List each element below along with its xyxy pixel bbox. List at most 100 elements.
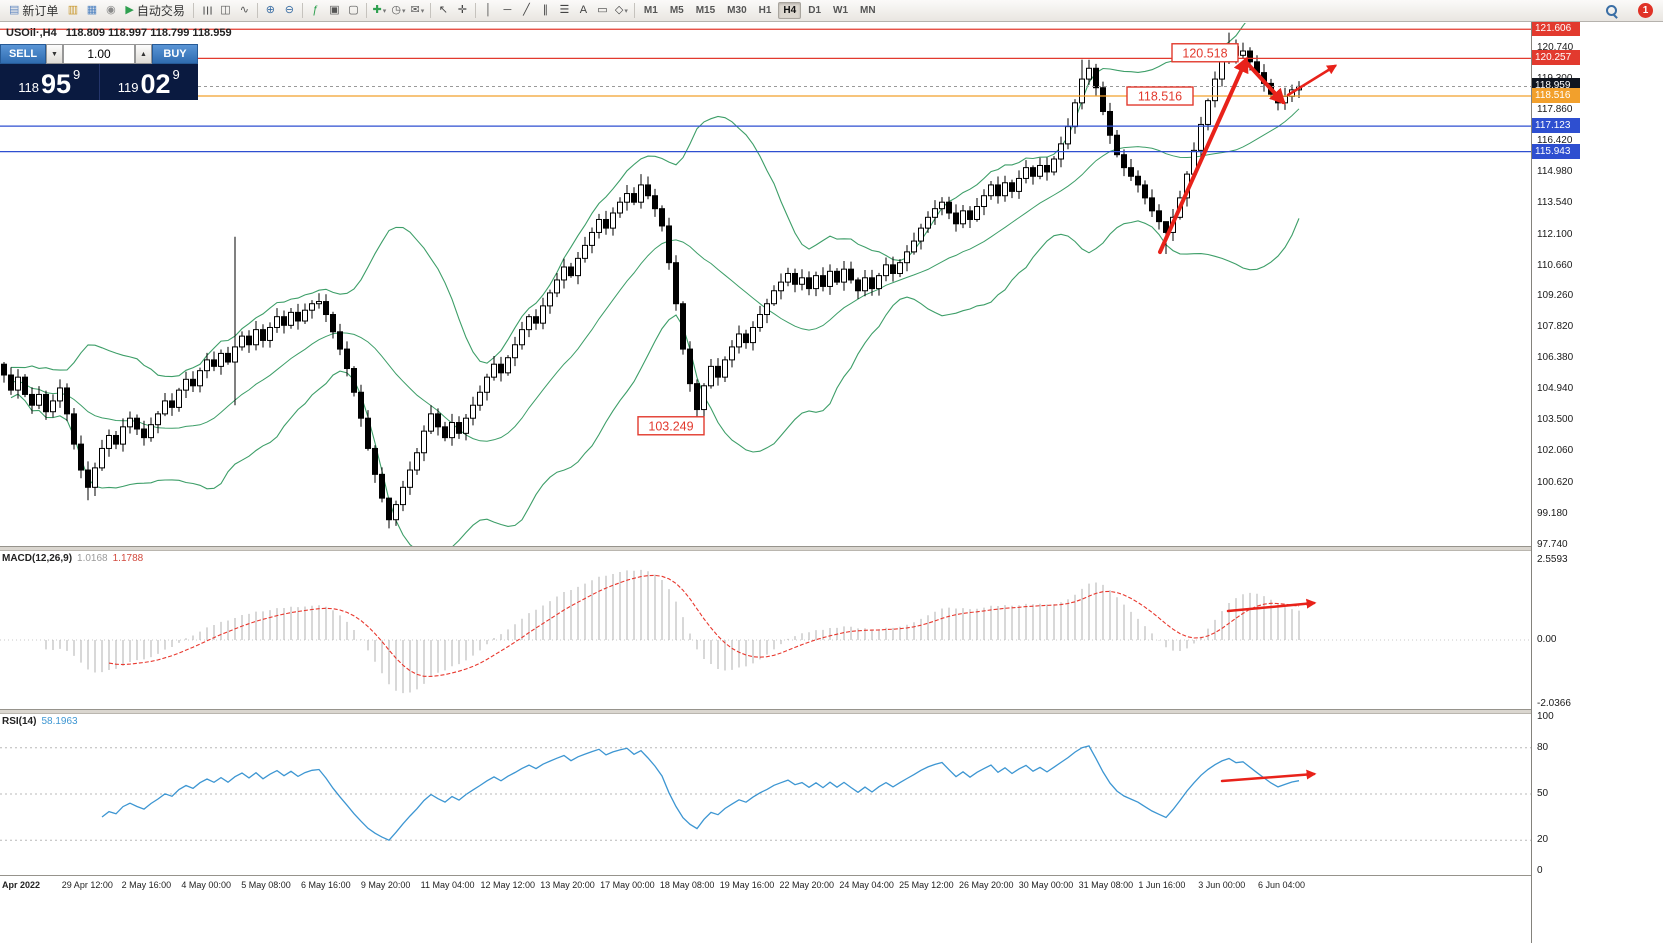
macd-axis-label: -2.0366 <box>1537 697 1571 709</box>
indicators-icon[interactable]: ƒ <box>312 4 319 16</box>
horizontal-price-lines[interactable] <box>0 28 1531 153</box>
new-chart-icon[interactable]: ✚ ▾ <box>372 4 387 16</box>
zoom-in-icon[interactable]: ⊕ <box>265 4 276 16</box>
search-icon[interactable] <box>1605 4 1619 18</box>
rsi-axis-label: 80 <box>1537 741 1549 753</box>
buy-button[interactable]: BUY <box>152 44 198 64</box>
ohlc-bars-icon[interactable]: ☰ <box>200 5 213 16</box>
sell-button[interactable]: SELL <box>0 44 46 64</box>
timeframe-button-mn[interactable]: MN <box>860 5 876 16</box>
toolbar-separator <box>256 3 258 18</box>
market-watch-icon[interactable]: ▥ <box>67 4 79 16</box>
price-axis-label: 100.620 <box>1537 476 1574 488</box>
rsi-axis-label: 100 <box>1537 711 1554 722</box>
shapes-icon[interactable]: ◇ ▾ <box>614 4 628 16</box>
cursor-icon[interactable]: ↖ <box>438 4 449 16</box>
timeframe-button-m15[interactable]: M15 <box>695 5 716 16</box>
timeframe-button-m30[interactable]: M30 <box>727 5 747 16</box>
price-axis-label: 102.060 <box>1537 445 1574 457</box>
price-axis-label: 113.540 <box>1537 197 1573 209</box>
chart-symbol-period: USOil·,H4 <box>6 27 57 39</box>
trend-arrow[interactable] <box>1220 769 1317 783</box>
line-chart-icon[interactable]: ∿ <box>239 4 250 16</box>
timeframe-button-w1[interactable]: W1 <box>833 5 849 16</box>
timeframe-button-m5[interactable]: M5 <box>669 5 684 16</box>
price-annotation[interactable]: 120.518 <box>1171 43 1239 63</box>
time-axis-label: 29 Apr 12:00 <box>61 880 113 890</box>
data-window-icon[interactable]: ▦ <box>86 4 98 16</box>
fibonacci-icon[interactable]: ☰ <box>559 4 570 16</box>
notifications-badge[interactable]: 1 <box>1638 3 1653 18</box>
bid-price-display[interactable]: 118 95 9 <box>0 64 100 100</box>
panel-splitter-rsi[interactable] <box>0 709 1663 714</box>
tile-windows-icon[interactable]: ▣ <box>329 4 340 16</box>
templates-icon[interactable]: ✉ ▾ <box>410 4 425 16</box>
ask-price-display[interactable]: 119 02 9 <box>100 64 199 100</box>
rsi-panel <box>0 745 1531 841</box>
trend-arrow[interactable] <box>1244 60 1286 105</box>
time-axis-label: 30 May 00:00 <box>1018 880 1074 890</box>
price-axis[interactable]: 121.606120.740120.257119.300118.959118.5… <box>1531 21 1663 943</box>
price-tag: 117.123 <box>1532 118 1580 134</box>
panel-splitter-macd[interactable] <box>0 546 1663 551</box>
horizontal-line-icon[interactable]: ─ <box>503 4 512 16</box>
price-annotation[interactable]: 118.516 <box>1126 86 1194 106</box>
toolbar-separator <box>192 3 194 18</box>
toolbar-separator <box>429 3 431 18</box>
crosshair-icon[interactable]: ✛ <box>457 4 468 16</box>
macd-axis-label: 2.5593 <box>1537 553 1568 565</box>
time-axis-label: 22 May 20:00 <box>779 880 835 890</box>
price-tag: 118.516 <box>1532 88 1580 103</box>
volume-input[interactable] <box>63 44 135 64</box>
volume-increase-button[interactable]: ▲ <box>135 44 152 64</box>
price-axis-label: 103.500 <box>1537 414 1574 426</box>
price-annotation[interactable]: 103.249 <box>637 416 705 436</box>
navigator-icon[interactable]: ◉ <box>106 4 116 16</box>
chart-period-icon[interactable]: ◷ ▾ <box>391 4 406 16</box>
label-icon[interactable]: ▭ <box>597 4 608 16</box>
cascade-windows-icon[interactable]: ▢ <box>348 4 359 16</box>
timeframe-button-m1[interactable]: M1 <box>643 5 658 16</box>
rsi-axis-label: 50 <box>1537 788 1549 799</box>
time-axis[interactable]: Apr 2022 29 Apr 12:00 2 May 16:00 4 May 00:… <box>0 877 1531 901</box>
rsi-line <box>101 745 1300 841</box>
time-axis-label: 9 May 20:00 <box>360 880 411 890</box>
bollinger-upper-line <box>11 23 1246 378</box>
macd-value-signal: 1.1788 <box>112 553 144 564</box>
bollinger-lower-line <box>10 218 1300 546</box>
toolbar-separator <box>301 3 303 18</box>
toolbar-separator <box>365 3 367 18</box>
price-axis-label: 104.940 <box>1537 383 1574 395</box>
zoom-out-icon[interactable]: ⊖ <box>284 4 295 16</box>
macd-label: MACD(12,26,9) 1.0168 1.1788 <box>2 553 144 564</box>
time-axis-label: 6 Jun 04:00 <box>1258 880 1306 890</box>
channel-icon[interactable]: ∥ <box>542 4 549 16</box>
svg-text:118.516: 118.516 <box>1138 90 1182 104</box>
price-axis-label: 117.860 <box>1537 104 1573 116</box>
svg-text:103.249: 103.249 <box>648 419 693 433</box>
candlestick-icon[interactable]: ◫ <box>220 4 231 16</box>
price-axis-label: 120.740 <box>1537 41 1574 53</box>
rsi-axis-label: 0 <box>1537 865 1543 876</box>
rsi-label: RSI(14) 58.1963 <box>2 716 78 727</box>
timeframe-button-h1[interactable]: H1 <box>758 5 772 16</box>
new-order-button[interactable]: ▤ 新订单 <box>9 4 59 18</box>
time-axis-label: 5 May 08:00 <box>241 880 291 890</box>
timeframe-button-h4[interactable]: H4 <box>778 2 802 19</box>
vertical-line-icon[interactable]: │ <box>484 4 492 16</box>
time-axis-label: 25 May 12:00 <box>899 880 954 890</box>
timeframe-button-d1[interactable]: D1 <box>808 5 822 16</box>
time-axis-label: Apr 2022 <box>2 880 41 890</box>
trendline-icon[interactable]: ╱ <box>523 4 530 16</box>
trend-arrow[interactable] <box>1226 598 1317 613</box>
volume-decrease-button[interactable]: ▼ <box>46 44 63 64</box>
trend-arrow[interactable] <box>1158 56 1249 254</box>
time-axis-label: 24 May 04:00 <box>839 880 894 890</box>
trend-arrow[interactable] <box>1286 64 1338 97</box>
svg-text:120.518: 120.518 <box>1182 46 1227 60</box>
text-icon[interactable]: A <box>579 4 588 16</box>
autotrade-button[interactable]: ▶ 自动交易 <box>125 4 185 18</box>
time-axis-label: 6 May 16:00 <box>301 880 351 890</box>
ask-prefix: 119 <box>117 80 139 95</box>
